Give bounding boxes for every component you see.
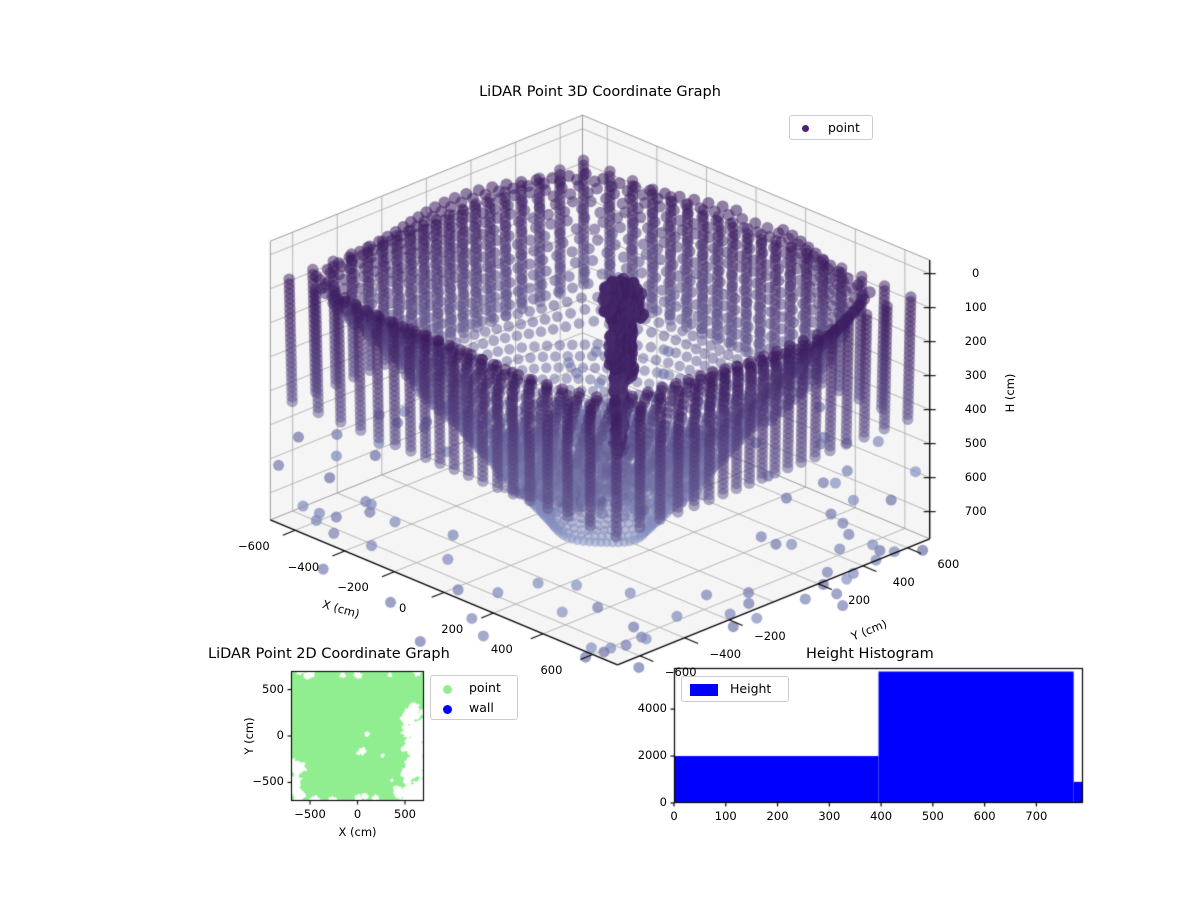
y-tick-4: −400 (709, 646, 742, 661)
y2-axis-label: Y (cm) (242, 717, 256, 755)
y2-tick-2: 500 (262, 681, 284, 696)
z-tick-5: 500 (964, 435, 987, 450)
x-tick-2: −200 (337, 580, 369, 595)
yh-tick-0: 0 (659, 795, 667, 809)
chart-hist-title: Height Histogram (806, 646, 934, 662)
xh-tick-1: 100 (714, 809, 737, 823)
legend-label-point: point (828, 120, 860, 135)
z-tick-0: 0 (972, 265, 980, 280)
z-tick-1: 100 (964, 299, 987, 314)
legend-patch-height (690, 684, 718, 696)
y-tick-3: −200 (754, 628, 786, 643)
x2-axis-label: X (cm) (338, 825, 377, 839)
x2-tick-0: −500 (294, 807, 326, 821)
z-tick-4: 400 (964, 401, 987, 416)
yh-tick-2: 4000 (637, 701, 667, 716)
xh-tick-3: 300 (818, 809, 841, 823)
z-tick-6: 600 (964, 469, 987, 484)
chart-3d-title: LiDAR Point 3D Coordinate Graph (479, 84, 721, 100)
xh-tick-7: 700 (1025, 809, 1048, 823)
xh-tick-0: 0 (670, 809, 678, 823)
chart-hist-legend[interactable]: Height (681, 676, 789, 702)
z-tick-7: 700 (964, 503, 987, 518)
x2-tick-2: 500 (394, 807, 416, 821)
x-tick-0: −600 (238, 538, 270, 553)
x-tick-4: 200 (441, 621, 464, 636)
xh-tick-5: 500 (921, 809, 944, 823)
y-tick-1: 400 (892, 574, 915, 589)
chart-2d-title: LiDAR Point 2D Coordinate Graph (208, 646, 450, 662)
legend-label-height: Height (730, 681, 772, 696)
x-tick-5: 400 (490, 642, 513, 657)
legend-label-wall: wall (469, 700, 494, 715)
y2-tick-0: −500 (252, 774, 284, 789)
y-tick-0: 600 (937, 556, 960, 571)
legend-marker-wall (443, 705, 452, 714)
legend-marker-point (443, 685, 452, 694)
x-tick-3: 0 (398, 601, 407, 616)
xh-tick-2: 200 (766, 809, 789, 823)
y2-tick-1: 0 (276, 728, 284, 742)
chart-3d-legend[interactable]: point (789, 115, 873, 140)
chart-2d-legend[interactable]: point wall (430, 675, 518, 720)
y-tick-2: 200 (848, 592, 871, 607)
xh-tick-4: 400 (870, 809, 893, 823)
x-tick-6: 600 (540, 663, 563, 678)
z-tick-2: 200 (964, 333, 987, 348)
x2-tick-1: 0 (353, 807, 362, 821)
y-tick-5: −600 (664, 664, 697, 679)
legend-row-wall: wall (431, 699, 517, 719)
xh-tick-6: 600 (973, 809, 996, 823)
legend-label-point: point (469, 680, 501, 695)
yh-tick-1: 2000 (637, 748, 667, 763)
x-tick-1: −400 (287, 559, 320, 574)
legend-marker-point (802, 125, 809, 132)
z-axis-label: H (cm) (1002, 373, 1017, 413)
z-tick-3: 300 (964, 367, 987, 382)
legend-row-point: point (431, 679, 517, 699)
